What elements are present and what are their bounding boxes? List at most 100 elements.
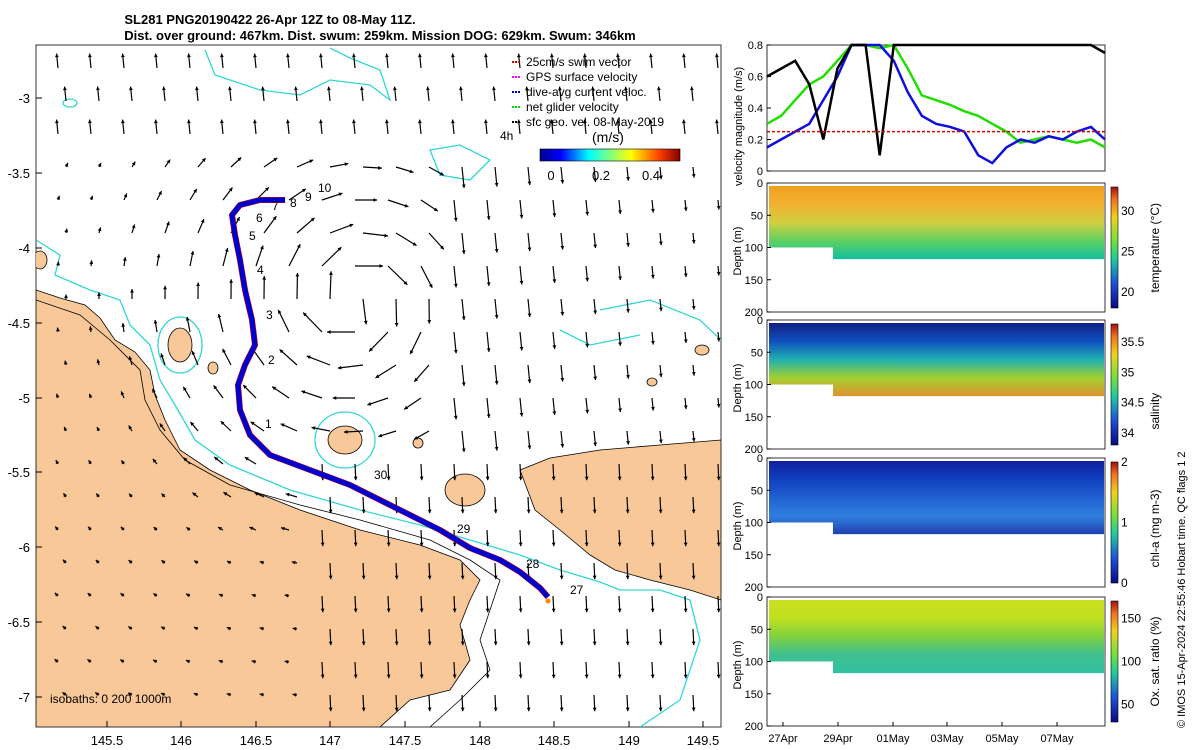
current-arrow-head [328, 641, 333, 646]
island-small-1 [207, 361, 219, 375]
current-arrow [279, 349, 298, 366]
current-arrow-head [54, 592, 59, 597]
current-arrow-head [527, 247, 532, 252]
current-arrow-head [286, 53, 290, 58]
track-day-label: 10 [318, 181, 332, 195]
section-y-tick-label: 0 [757, 592, 763, 604]
track-day-label: 27 [570, 583, 584, 597]
current-arrow-head [552, 279, 557, 283]
current-arrow-head [186, 527, 191, 531]
current-arrow-head [220, 119, 224, 124]
map-y-tick-label: -5 [18, 391, 30, 406]
current-arrow-head [87, 593, 92, 597]
current-arrow-head [64, 294, 68, 299]
current-arrow-head [403, 280, 408, 285]
section-colorbar [1110, 186, 1119, 309]
current-arrow-head [306, 355, 311, 360]
map-y-tick-label: -3 [18, 91, 30, 106]
chart-title-line2: Dist. over ground: 467km. Dist. swum: 25… [124, 28, 636, 43]
current-arrow [288, 243, 301, 267]
current-arrow-head [152, 458, 157, 463]
current-arrow-head [494, 182, 499, 187]
current-arrow-head [658, 641, 663, 646]
current-arrow-head [213, 385, 218, 390]
current-arrow-head [485, 542, 490, 547]
current-arrow-head [626, 308, 630, 313]
current-arrow-head [320, 542, 325, 547]
map-x-tick-label: 146 [170, 733, 192, 748]
island-small-3 [694, 344, 710, 356]
section-colorbar-tick: 34.5 [1121, 396, 1145, 410]
current-arrow-head [658, 373, 663, 378]
current-arrow-head [593, 442, 598, 447]
current-arrow-head [309, 159, 314, 164]
current-arrow [301, 390, 323, 399]
current-arrow-head [451, 119, 455, 124]
track-day-label: 6 [256, 211, 263, 225]
current-arrow-head [419, 542, 424, 547]
current-arrow [277, 309, 290, 333]
current-arrow-head [187, 119, 191, 124]
current-arrow-head [625, 575, 630, 580]
track-day-label: 7 [272, 199, 279, 213]
current-arrow-head [493, 509, 498, 514]
current-arrow-head [386, 542, 391, 547]
current-arrow-head [63, 493, 68, 498]
current-arrow-head [427, 320, 432, 324]
current-arrow-head [301, 390, 306, 394]
current-arrow-head [97, 292, 101, 296]
current-arrow-head [88, 53, 92, 58]
section-colorbar-tick: 0 [1121, 576, 1128, 590]
current-arrow-head [161, 493, 166, 498]
current-arrow-head [452, 542, 457, 547]
map-panel: 8 9 10 67 5 4 3 2 1 30 29 28 27 isobaths: 0 200 1000… [8, 44, 722, 748]
current-arrow-head [559, 641, 564, 646]
current-arrow-head [332, 396, 337, 400]
current-arrow-head [716, 205, 721, 210]
current-arrow-head [461, 250, 466, 255]
velocity-y-tick-label: 0.8 [748, 40, 763, 52]
current-arrow-head [625, 509, 630, 514]
current-arrow-head [361, 641, 366, 646]
section-ylabel: Depth (m) [732, 227, 744, 276]
current-arrow-head [319, 53, 323, 58]
land-new-britain [519, 439, 721, 601]
current-arrow-head [626, 242, 630, 247]
current-arrow-head [163, 285, 167, 290]
current-arrow-head [551, 674, 556, 679]
date-tick-label: 03May [930, 733, 964, 745]
current-arrow-head [63, 426, 68, 431]
current-arrow-head [461, 448, 466, 453]
section-colorbar-label: chl-a (mg m-3) [1148, 489, 1162, 567]
current-arrow-head [624, 86, 628, 91]
current-arrow-head [226, 626, 231, 631]
current-arrow-head [559, 707, 564, 712]
section-y-tick-label: 200 [745, 582, 763, 594]
current-arrow-head [223, 492, 228, 496]
section-panel-2: 0 50 100 150 200 Depth (m) 0 1 2 chl-a (mg m-3) [732, 453, 1162, 594]
section-colorbar-tick: 35.5 [1121, 335, 1145, 349]
current-arrow-head [649, 53, 653, 58]
current-arrow-head [190, 421, 195, 426]
current-arrow-head [460, 509, 465, 514]
current-arrow-head [517, 53, 521, 58]
legend-label: dive-avg current veloc. [526, 85, 647, 99]
current-arrow-head [617, 608, 622, 613]
current-arrow-head [378, 433, 383, 438]
current-arrow-head [452, 476, 457, 481]
colorbar-tick-label: 0.2 [592, 168, 610, 183]
isobath-200m-ring [62, 98, 78, 108]
current-arrow-head [412, 242, 417, 246]
current-arrow-head [253, 53, 257, 58]
current-arrow-head [393, 86, 397, 91]
current-arrow-head [159, 423, 164, 428]
current-arrow-head [294, 86, 298, 91]
current-arrow-head [461, 316, 466, 321]
current-arrow-head [385, 119, 389, 124]
map-y-tick-label: -4.5 [8, 316, 30, 331]
chart-title-line1: SL281 PNG20190422 26-Apr 12Z to 08-May 1… [124, 12, 416, 27]
date-tick-label: 01May [876, 733, 910, 745]
current-arrow-head [460, 641, 465, 646]
current-arrow-head [559, 575, 564, 580]
current-arrow-head [427, 575, 432, 580]
